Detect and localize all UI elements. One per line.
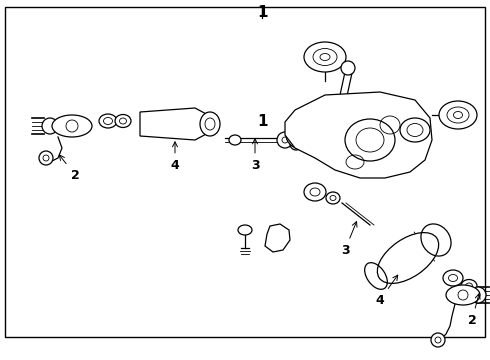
Polygon shape [285, 92, 432, 178]
Ellipse shape [326, 192, 340, 204]
Circle shape [470, 287, 486, 303]
Ellipse shape [200, 112, 220, 136]
Text: 4: 4 [171, 142, 179, 171]
Ellipse shape [443, 270, 463, 286]
Ellipse shape [439, 101, 477, 129]
Polygon shape [140, 108, 210, 140]
Circle shape [431, 333, 445, 347]
Text: 1: 1 [257, 114, 268, 129]
Circle shape [42, 118, 58, 134]
Ellipse shape [400, 118, 430, 142]
Ellipse shape [446, 285, 480, 305]
Ellipse shape [229, 135, 241, 145]
Polygon shape [265, 224, 290, 252]
Text: 4: 4 [376, 275, 398, 306]
Text: 3: 3 [341, 222, 357, 257]
Ellipse shape [377, 233, 439, 283]
Text: 2: 2 [59, 155, 79, 181]
Ellipse shape [115, 114, 131, 127]
Ellipse shape [304, 183, 326, 201]
Ellipse shape [238, 225, 252, 235]
Text: 3: 3 [251, 139, 259, 171]
Ellipse shape [99, 114, 117, 128]
Circle shape [277, 132, 293, 148]
Ellipse shape [461, 279, 477, 292]
Ellipse shape [286, 120, 324, 150]
Circle shape [341, 61, 355, 75]
Circle shape [39, 151, 53, 165]
Text: 1: 1 [257, 5, 268, 19]
Text: 2: 2 [467, 294, 480, 327]
Ellipse shape [52, 115, 92, 137]
Ellipse shape [304, 42, 346, 72]
Circle shape [290, 138, 302, 150]
